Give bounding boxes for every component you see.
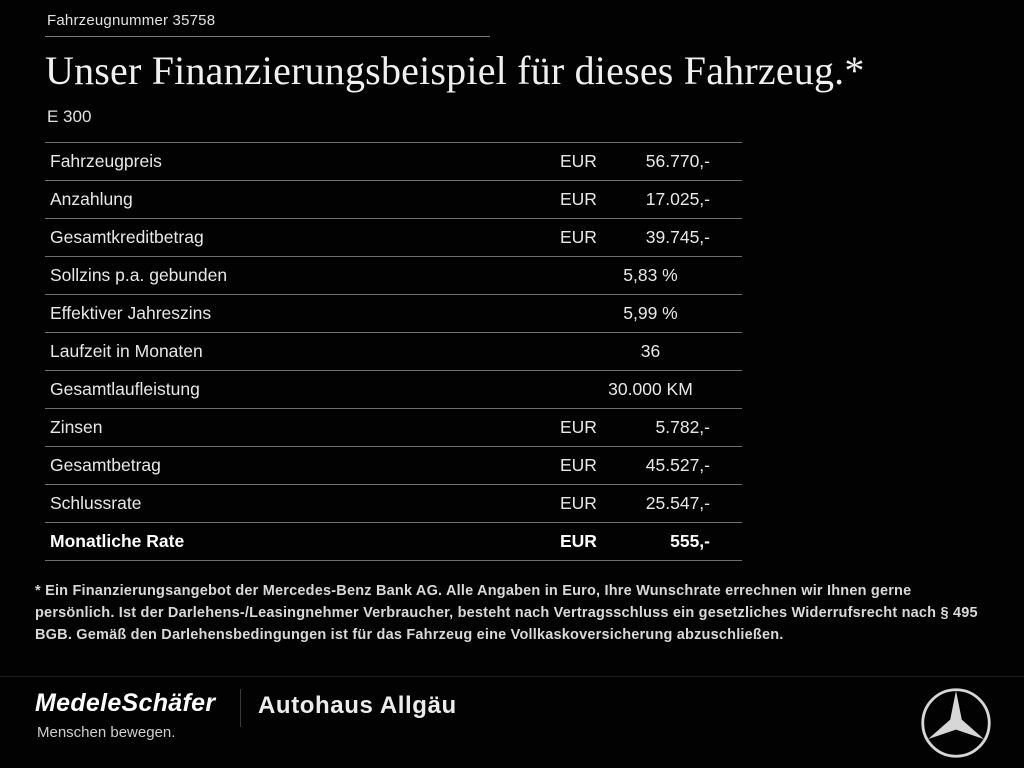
row-value: 17.025,- — [645, 189, 710, 209]
financing-row: Laufzeit in Monaten 36 — [45, 333, 742, 371]
row-label: Gesamtlaufleistung — [50, 379, 200, 399]
financing-row: Gesamtbetrag EUR 45.527,- — [45, 447, 742, 485]
row-label: Gesamtbetrag — [50, 455, 161, 475]
row-value-group: 5,99 % — [545, 295, 742, 332]
financing-row: Effektiver Jahreszins 5,99 % — [45, 295, 742, 333]
dealer-logo-autohaus-allgaeu: Autohaus Allgäu — [258, 692, 457, 719]
row-value: 36 — [640, 341, 661, 361]
row-label: Schlussrate — [50, 493, 142, 513]
mercedes-star-icon — [921, 688, 991, 758]
row-label: Anzahlung — [50, 189, 133, 209]
row-value: 5,83 % — [623, 265, 678, 285]
row-label: Fahrzeugpreis — [50, 151, 162, 171]
financing-row: Gesamtlaufleistung 30.000 KM — [45, 371, 742, 409]
dealer-logo-medele-schaefer: MedeleSchäfer — [35, 689, 216, 717]
row-label: Laufzeit in Monaten — [50, 341, 203, 361]
row-currency: EUR — [560, 151, 597, 171]
row-currency: EUR — [560, 493, 597, 513]
financing-row: Schlussrate EUR 25.547,- — [45, 485, 742, 523]
financing-row: Gesamtkreditbetrag EUR 39.745,- — [45, 219, 742, 257]
financing-row: Zinsen EUR 5.782,- — [45, 409, 742, 447]
row-currency: EUR — [560, 227, 597, 247]
row-value-group: EUR 39.745,- — [545, 219, 742, 256]
financing-row: Anzahlung EUR 17.025,- — [45, 181, 742, 219]
row-label: Zinsen — [50, 417, 103, 437]
row-value-group: EUR 5.782,- — [545, 409, 742, 446]
row-value-group: EUR 45.527,- — [545, 447, 742, 484]
row-currency: EUR — [560, 531, 597, 551]
financing-row: Monatliche Rate EUR 555,- — [45, 523, 742, 561]
row-value-group: 36 — [545, 333, 742, 370]
row-value-group: EUR 56.770,- — [545, 143, 742, 180]
row-currency: EUR — [560, 417, 597, 437]
row-value: 56.770,- — [645, 151, 710, 171]
row-label: Monatliche Rate — [50, 531, 185, 551]
row-value: 39.745,- — [645, 227, 710, 247]
row-value-group: 5,83 % — [545, 257, 742, 294]
row-value: 5.782,- — [655, 417, 710, 437]
footnote-text: * Ein Finanzierungsangebot der Mercedes-… — [35, 583, 978, 643]
row-value-group: 30.000 KM — [545, 371, 742, 408]
row-value: 45.527,- — [645, 455, 710, 475]
row-currency: EUR — [560, 455, 597, 475]
header-divider — [45, 36, 490, 37]
row-label: Sollzins p.a. gebunden — [50, 265, 228, 285]
vehicle-model: E 300 — [47, 107, 92, 126]
vehicle-number: Fahrzeugnummer 35758 — [47, 12, 216, 29]
row-label: Gesamtkreditbetrag — [50, 227, 204, 247]
financing-row: Sollzins p.a. gebunden 5,83 % — [45, 257, 742, 295]
footer: MedeleSchäfer Menschen bewegen. Autohaus… — [0, 676, 1024, 768]
financing-row: Fahrzeugpreis EUR 56.770,- — [45, 143, 742, 181]
row-value-group: EUR 17.025,- — [545, 181, 742, 218]
dealer-tagline: Menschen bewegen. — [37, 724, 176, 741]
row-value: 5,99 % — [623, 303, 678, 323]
financing-table: Fahrzeugpreis EUR 56.770,- Anzahlung EUR 17.0… — [45, 142, 742, 561]
row-value: 25.547,- — [645, 493, 710, 513]
row-value-group: EUR 555,- — [545, 523, 742, 560]
row-value: 555,- — [670, 531, 710, 551]
page-title: Unser Finanzierungsbeispiel für dieses F… — [45, 48, 865, 93]
row-value: 30.000 KM — [608, 379, 693, 399]
row-value-group: EUR 25.547,- — [545, 485, 742, 522]
main-content: Fahrzeugnummer 35758 Unser Finanzierungs… — [35, 12, 978, 643]
row-currency: EUR — [560, 189, 597, 209]
row-label: Effektiver Jahreszins — [50, 303, 212, 323]
footer-divider — [240, 689, 241, 727]
